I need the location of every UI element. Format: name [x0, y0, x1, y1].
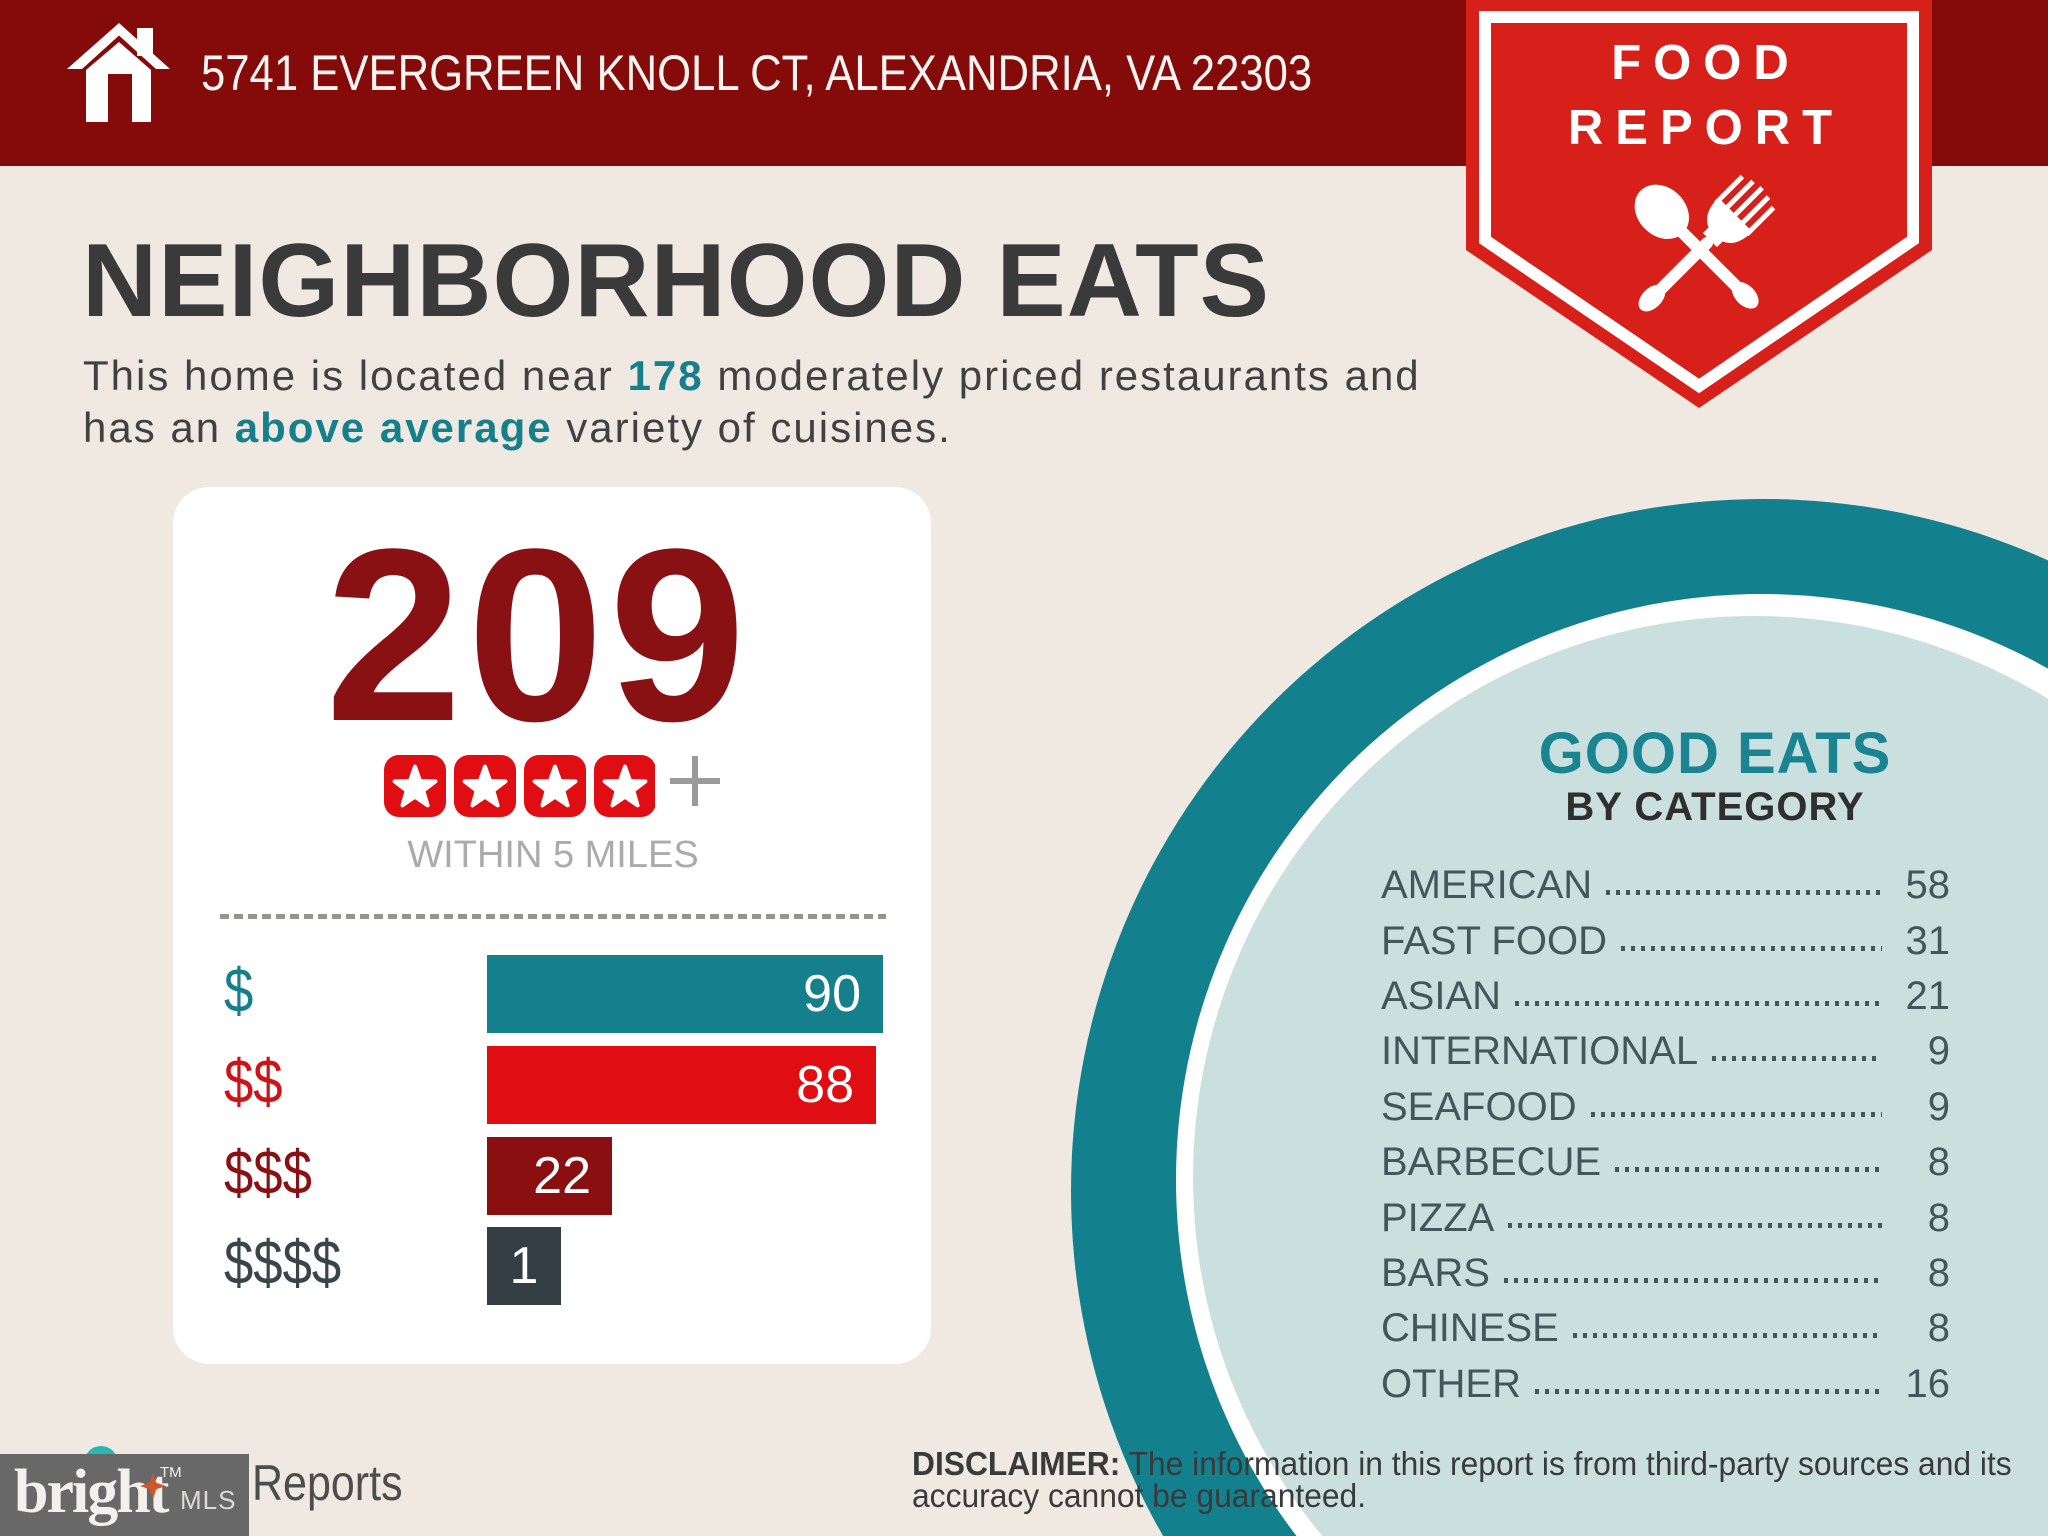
svg-text:REPORT: REPORT — [1568, 101, 1844, 155]
svg-text:FOOD: FOOD — [1611, 36, 1801, 90]
